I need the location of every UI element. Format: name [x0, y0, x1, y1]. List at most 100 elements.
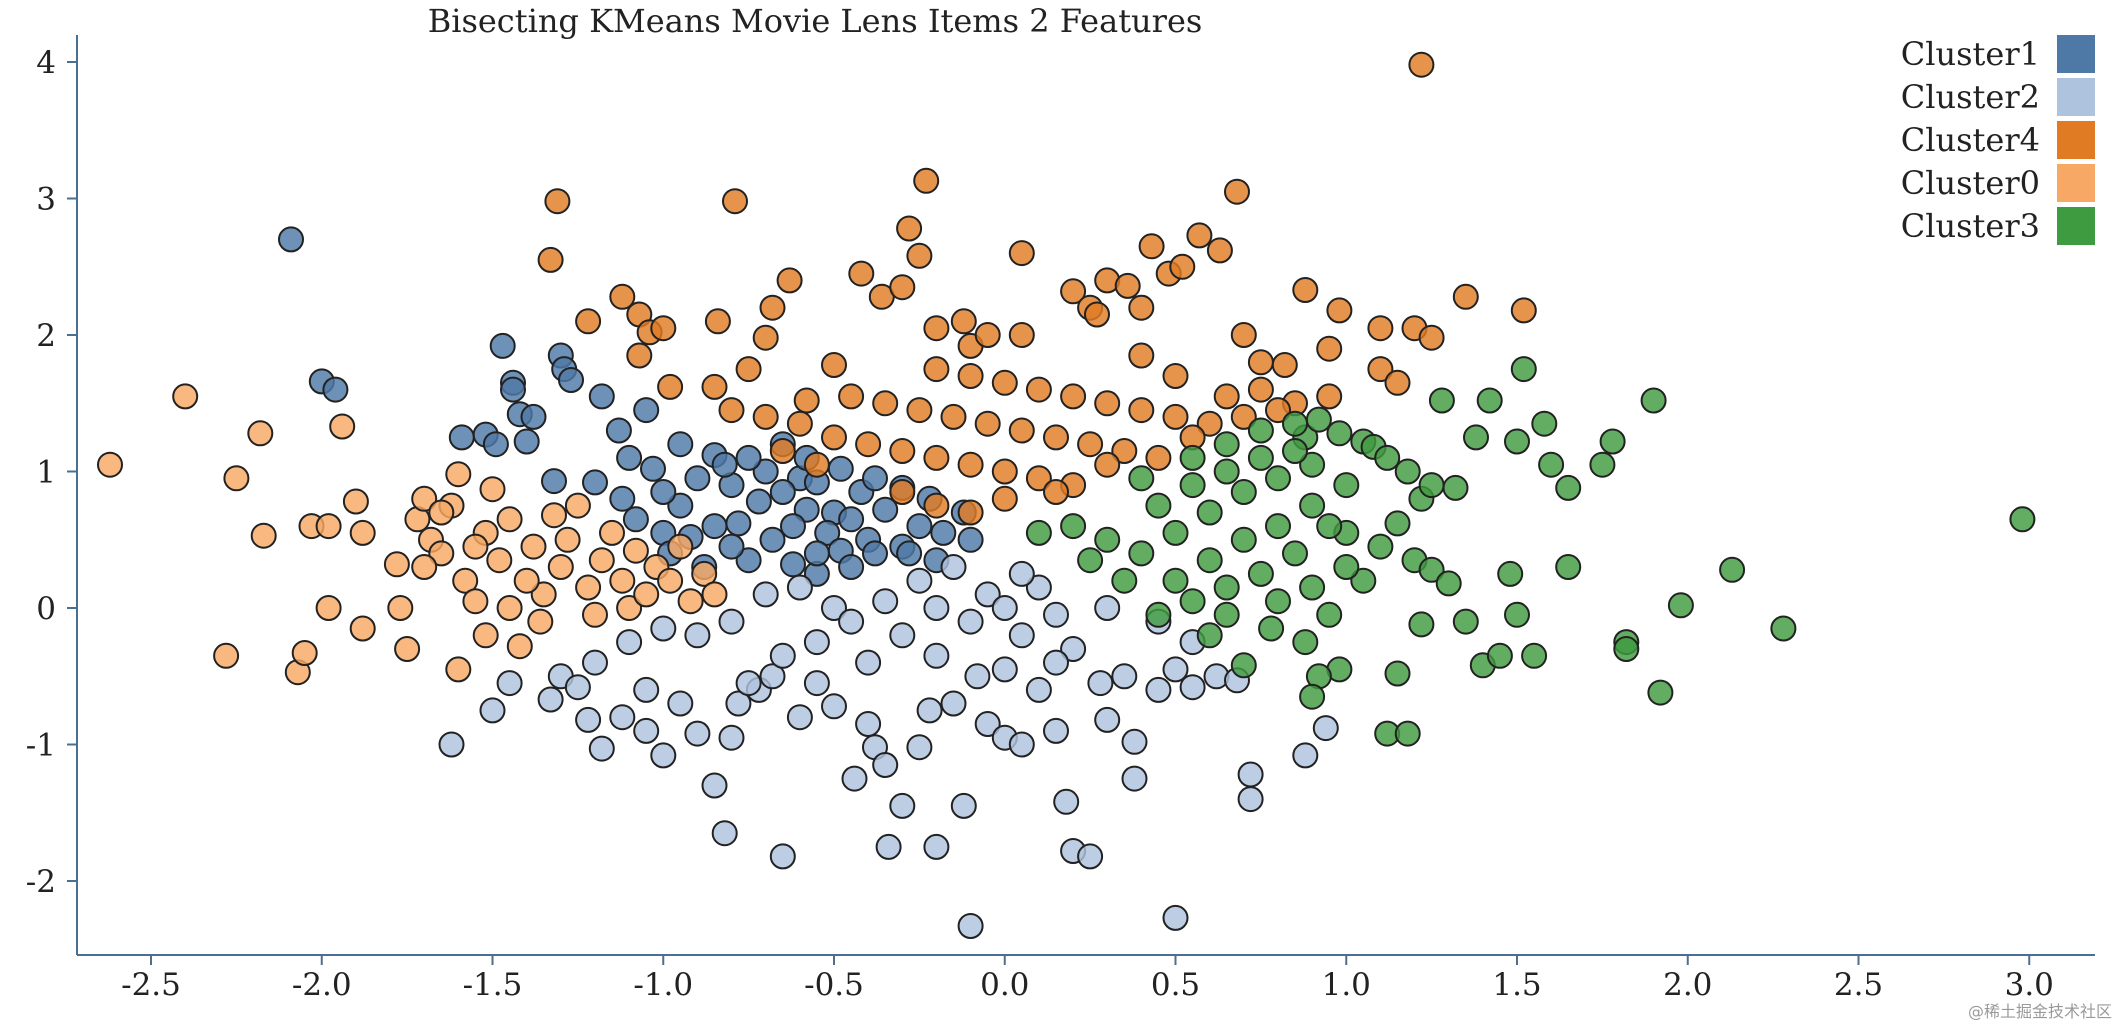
data-point [889, 274, 916, 301]
data-point [1428, 387, 1455, 414]
watermark: @稀土掘金技术社区 [1967, 1002, 2112, 1021]
data-point [650, 615, 677, 642]
data-point [1128, 342, 1155, 369]
data-point [1094, 706, 1121, 733]
data-point [1316, 383, 1343, 410]
data-point [2009, 506, 2036, 533]
data-point [1667, 592, 1694, 619]
data-point [701, 513, 728, 540]
data-point [964, 663, 991, 690]
data-point [544, 188, 571, 215]
data-point [838, 608, 865, 635]
data-point [1299, 683, 1326, 710]
data-point [1145, 492, 1172, 519]
data-point [1367, 533, 1394, 560]
data-point [1025, 574, 1052, 601]
y-tick-label: 0 [36, 591, 56, 627]
data-point [957, 451, 984, 478]
data-point [1265, 465, 1291, 492]
data-point [1497, 560, 1524, 587]
data-point [633, 397, 660, 424]
data-point [537, 246, 564, 273]
data-point [889, 622, 916, 649]
data-point [1094, 595, 1121, 621]
data-point [821, 352, 847, 378]
data-point [1162, 656, 1189, 683]
data-point [520, 533, 547, 560]
data-point [684, 465, 711, 492]
data-point [588, 547, 615, 574]
data-point [1008, 622, 1035, 649]
data-point [701, 772, 728, 799]
data-point [411, 485, 438, 512]
data-point [906, 734, 933, 761]
data-point [718, 533, 745, 560]
data-point [1282, 410, 1308, 437]
data-point [428, 499, 455, 526]
data-point [1237, 761, 1264, 788]
data-point [803, 670, 830, 697]
data-point [657, 567, 684, 594]
data-point [657, 373, 684, 400]
data-point [1230, 403, 1257, 430]
data-point [1025, 465, 1052, 492]
data-point [923, 444, 950, 471]
data-point [957, 499, 984, 526]
data-point [752, 324, 779, 351]
data-point [1043, 649, 1069, 676]
data-point [725, 510, 752, 537]
data-point [875, 833, 902, 860]
data-point [250, 522, 277, 549]
data-point [1111, 438, 1138, 464]
data-point [906, 242, 933, 269]
data-point [950, 308, 977, 335]
data-point [821, 595, 847, 621]
data-point [1179, 588, 1206, 615]
data-point [1025, 519, 1052, 546]
data-point [684, 720, 711, 747]
data-point [1162, 904, 1189, 931]
data-point [445, 656, 472, 683]
data-point [513, 428, 540, 455]
data-point [223, 465, 250, 492]
data-point [1077, 547, 1104, 574]
data-point [1179, 674, 1206, 701]
data-point [500, 376, 526, 403]
data-point [930, 519, 957, 546]
data-point [1008, 560, 1035, 587]
data-point [1247, 376, 1274, 403]
data-point [769, 438, 796, 464]
data-point [213, 642, 240, 669]
data-point [1394, 720, 1421, 747]
data-point [609, 704, 636, 731]
data-point [1121, 765, 1148, 792]
data-point [541, 502, 567, 529]
data-point [486, 547, 513, 574]
data-point [896, 215, 923, 242]
data-point [582, 469, 608, 496]
data-point [633, 676, 660, 703]
x-tick-label: 2.5 [1834, 967, 1883, 1003]
data-point [722, 188, 748, 215]
data-point [974, 410, 1001, 437]
data-point [759, 294, 786, 321]
data-point [974, 581, 1001, 608]
data-point [1333, 554, 1360, 580]
data-point [496, 506, 523, 533]
data-point [862, 540, 888, 567]
data-point [940, 403, 967, 430]
data-point [862, 465, 888, 492]
data-point [1128, 465, 1155, 492]
x-tick-label: -0.5 [804, 967, 864, 1003]
data-point [667, 492, 694, 519]
data-point [1292, 629, 1319, 656]
data-point [1060, 278, 1087, 305]
data-point [97, 451, 123, 478]
data-point [1247, 444, 1274, 471]
data-point [991, 485, 1018, 512]
data-point [1121, 728, 1148, 755]
data-point [558, 367, 584, 393]
data-point [759, 526, 786, 553]
data-point [667, 431, 694, 458]
data-point [1510, 356, 1537, 383]
